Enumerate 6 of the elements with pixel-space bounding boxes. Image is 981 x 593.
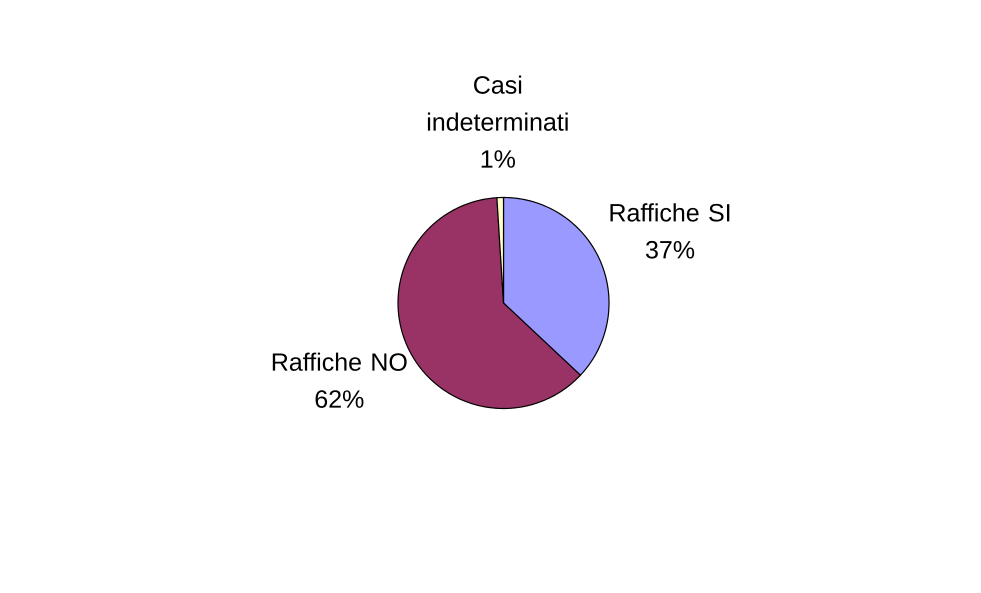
data-label: 37%: [646, 240, 694, 259]
slice-label: Raffiche SI: [610, 203, 730, 222]
slice-label: Casi indeterminati: [428, 75, 568, 131]
slice-label: Raffiche NO: [272, 352, 407, 371]
data-label: 1%: [482, 150, 515, 168]
data-label: 62%: [316, 390, 364, 408]
